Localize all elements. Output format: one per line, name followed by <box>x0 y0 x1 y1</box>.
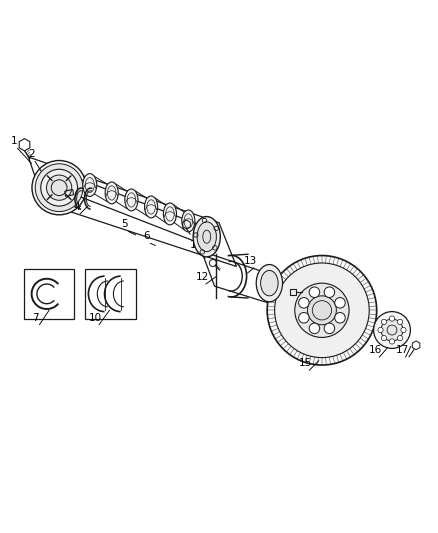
Circle shape <box>324 287 335 297</box>
Circle shape <box>401 327 406 333</box>
Circle shape <box>389 316 395 321</box>
Text: 13: 13 <box>244 256 257 265</box>
Circle shape <box>299 297 309 308</box>
Circle shape <box>335 312 345 323</box>
Text: 2: 2 <box>28 149 35 159</box>
Ellipse shape <box>193 216 220 257</box>
Text: 3: 3 <box>36 189 43 199</box>
Bar <box>24 269 74 319</box>
Circle shape <box>32 160 86 215</box>
Circle shape <box>381 335 387 341</box>
Ellipse shape <box>261 270 278 296</box>
Text: 14: 14 <box>261 271 275 280</box>
Ellipse shape <box>182 210 195 232</box>
Circle shape <box>295 283 349 337</box>
Text: 1: 1 <box>11 136 18 146</box>
Text: 7: 7 <box>32 312 39 322</box>
Text: 15: 15 <box>299 358 312 368</box>
Text: 6: 6 <box>143 231 150 241</box>
Ellipse shape <box>105 182 118 204</box>
Text: 17: 17 <box>396 345 409 355</box>
Circle shape <box>389 339 395 344</box>
Circle shape <box>374 312 410 349</box>
Circle shape <box>35 164 83 212</box>
Circle shape <box>378 327 383 333</box>
Text: 10: 10 <box>89 312 102 322</box>
Bar <box>85 269 136 319</box>
Ellipse shape <box>197 222 216 252</box>
Circle shape <box>299 312 309 323</box>
Circle shape <box>397 335 403 341</box>
Ellipse shape <box>163 203 177 225</box>
Circle shape <box>335 297 345 308</box>
Circle shape <box>275 263 369 358</box>
Ellipse shape <box>145 196 158 218</box>
Circle shape <box>309 287 320 297</box>
Circle shape <box>46 175 72 200</box>
Ellipse shape <box>125 189 138 211</box>
Circle shape <box>381 319 403 341</box>
Text: 4: 4 <box>73 202 80 212</box>
Circle shape <box>41 169 78 206</box>
Circle shape <box>307 296 336 325</box>
Ellipse shape <box>83 174 97 197</box>
Text: 16: 16 <box>369 345 382 355</box>
Circle shape <box>324 323 335 334</box>
Circle shape <box>381 319 387 325</box>
Text: 5: 5 <box>121 219 128 229</box>
Circle shape <box>309 323 320 334</box>
Circle shape <box>397 319 403 325</box>
Text: 11: 11 <box>190 240 203 250</box>
Circle shape <box>267 255 377 365</box>
Ellipse shape <box>256 264 283 302</box>
Text: 12: 12 <box>196 272 209 282</box>
